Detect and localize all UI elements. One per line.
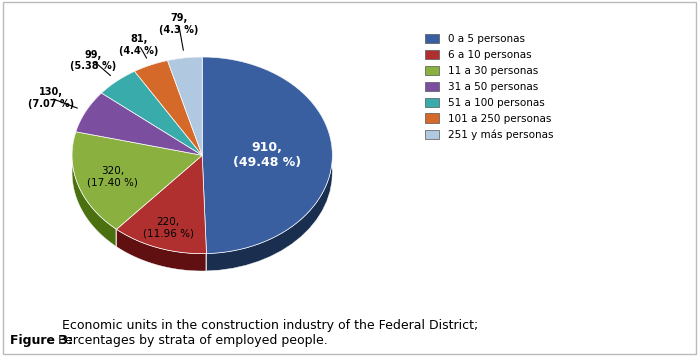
- Polygon shape: [135, 61, 202, 155]
- Text: 220,
(11.96 %): 220, (11.96 %): [143, 217, 194, 238]
- Polygon shape: [117, 229, 206, 271]
- Polygon shape: [72, 132, 117, 247]
- Polygon shape: [135, 61, 168, 89]
- Text: 130,
(7.07 %): 130, (7.07 %): [28, 87, 74, 109]
- Polygon shape: [76, 93, 202, 155]
- Text: Figure 3:: Figure 3:: [10, 334, 73, 347]
- Polygon shape: [168, 57, 202, 155]
- Polygon shape: [168, 57, 202, 78]
- Text: 99,
(5.38 %): 99, (5.38 %): [70, 49, 116, 71]
- Legend: 0 a 5 personas, 6 a 10 personas, 11 a 30 personas, 31 a 50 personas, 51 a 100 pe: 0 a 5 personas, 6 a 10 personas, 11 a 30…: [424, 34, 553, 140]
- Polygon shape: [117, 155, 206, 253]
- Polygon shape: [101, 71, 135, 110]
- Text: 79,
(4.3 %): 79, (4.3 %): [159, 13, 199, 35]
- Text: 320,
(17.40 %): 320, (17.40 %): [87, 166, 138, 187]
- Polygon shape: [101, 71, 202, 155]
- Polygon shape: [72, 132, 202, 229]
- Text: Economic units in the construction industry of the Federal District;
Percentages: Economic units in the construction indus…: [58, 319, 478, 347]
- Polygon shape: [76, 93, 101, 149]
- Text: 910,
(49.48 %): 910, (49.48 %): [233, 141, 301, 168]
- Text: 81,
(4.4 %): 81, (4.4 %): [120, 35, 159, 56]
- Polygon shape: [202, 57, 333, 253]
- Polygon shape: [202, 57, 332, 271]
